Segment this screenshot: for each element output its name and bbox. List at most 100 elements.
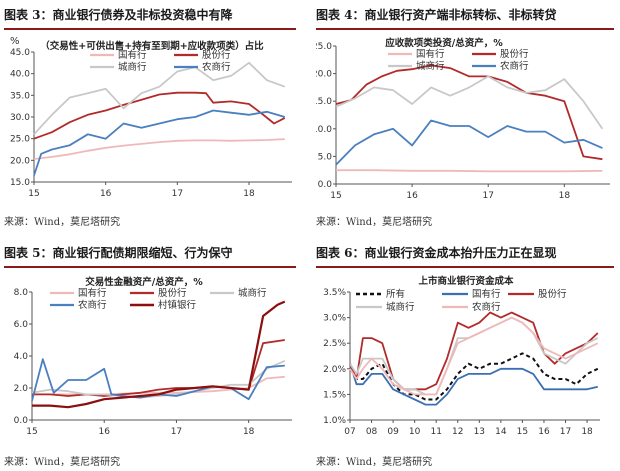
- x-tick-label: 16: [100, 189, 112, 199]
- chart-title: （交易性+可供出售+持有至到期+应收款项类）占比: [40, 40, 264, 52]
- legend-label-2: 城商行: [118, 61, 147, 73]
- chart-title: 应收款项类投资/总资产，%: [385, 37, 503, 49]
- figure-3-source: 来源：Wind，莫尼塔研究: [4, 217, 121, 228]
- chart-title: 交易性金融资产/总资产，%: [85, 276, 203, 288]
- figure-5-rule: [4, 266, 296, 268]
- y-tick-label: 20.0: [10, 156, 30, 166]
- y-tick-label: 0.0: [14, 416, 29, 426]
- y-tick-label: 10.0: [316, 125, 332, 135]
- legend-label-2: 城商行: [416, 60, 445, 72]
- y-tick-label: 6.0: [14, 320, 29, 330]
- figure-3-heading: 图表 3：商业银行债券及非标投资稳中有降: [4, 8, 233, 22]
- y-tick-label: 35.0: [10, 91, 30, 101]
- x-tick-label: 18: [581, 427, 593, 437]
- figure-4-heading: 图表 4：商业银行资产端非标转标、非标转贷: [316, 8, 557, 22]
- legend-label-0: 国有行: [78, 287, 107, 299]
- y-tick-label: 15.0: [316, 97, 332, 107]
- x-tick-label: 18: [559, 191, 571, 201]
- y-tick-label: 1.5%: [323, 390, 346, 400]
- series-line-1: [33, 91, 286, 140]
- series-line-4: [349, 316, 599, 396]
- y-axis-unit: %: [10, 36, 20, 47]
- legend-label-1: 股份行: [158, 287, 187, 299]
- y-tick-label: 30.0: [10, 113, 30, 123]
- legend-label-3: 农商行: [202, 61, 231, 73]
- x-tick-label: 15: [28, 189, 39, 199]
- series-line-1: [349, 363, 599, 406]
- series-line-2: [33, 61, 286, 135]
- x-tick-label: 11: [430, 427, 441, 437]
- x-tick-label: 17: [172, 189, 183, 199]
- figure-6-heading: 图表 6：商业银行资金成本抬升压力正在显现: [316, 246, 557, 260]
- y-tick-label: 40.0: [10, 70, 30, 80]
- figure-6-source: 来源：Wind，莫尼塔研究: [316, 457, 433, 468]
- y-tick-label: 4.0: [14, 352, 29, 362]
- chart-receivables-investment: 0.0 5.0 10.0 15.0 20.0 25.0 15 16 17 18 应收款项类投资/总资…: [316, 37, 610, 201]
- legend-label-2: 城商行: [238, 287, 267, 299]
- x-tick-label: 07: [344, 427, 355, 437]
- figure-5-source: 来源：Wind，莫尼塔研究: [4, 457, 121, 468]
- legend-label-0: 国有行: [416, 48, 445, 60]
- legend-label-1: 国有行: [472, 288, 501, 300]
- chart-bond-investment-share: 15.0 20.0 25.0 30.0 35.0 40.0 45.0 15 16 17 18% （交易…: [10, 36, 292, 199]
- y-tick-label: 2.0: [14, 384, 29, 394]
- legend-label-1: 股份行: [202, 49, 231, 61]
- chart-title: 上市商业银行资金成本: [418, 275, 514, 287]
- series-line-4: [32, 300, 286, 409]
- legend-label-4: 农商行: [472, 301, 501, 313]
- figure-3-rule: [4, 28, 296, 30]
- y-tick-label: 25.0: [10, 135, 30, 145]
- figure-4-source: 来源：Wind，莫尼塔研究: [316, 217, 433, 228]
- x-tick-label: 17: [560, 427, 571, 437]
- chart-funding-cost: 1.0% 1.5% 2.0% 2.5% 3.0% 3.5% 07 08 09 10 11 12 13 14…: [323, 275, 600, 437]
- series-line-1: [335, 64, 603, 161]
- y-tick-label: 2.0%: [323, 365, 346, 375]
- y-tick-label: 5.0: [318, 152, 333, 162]
- x-tick-label: 18: [243, 427, 255, 437]
- series-line-3: [31, 358, 285, 402]
- x-tick-label: 14: [495, 427, 507, 437]
- x-tick-label: 18: [243, 189, 255, 199]
- legend-label-3: 农商行: [78, 299, 107, 311]
- y-tick-label: 45.0: [10, 48, 30, 58]
- series-line-0: [33, 138, 285, 160]
- legend-label-0: 所有: [386, 288, 405, 300]
- series-line-3: [335, 119, 603, 166]
- x-tick-label: 15: [517, 427, 528, 437]
- x-tick-label: 17: [171, 427, 182, 437]
- chart-trading-assets: 0.0 2.0 4.0 6.0 8.0 15 16 17 18 交易性金融资产/总资产，%国有行 股…: [14, 276, 292, 437]
- legend-label-1: 股份行: [500, 48, 529, 60]
- legend-label-3: 农商行: [500, 60, 529, 72]
- figure-4-rule: [316, 28, 614, 30]
- series-line-0: [349, 352, 599, 401]
- x-tick-label: 09: [387, 427, 399, 437]
- x-tick-label: 15: [26, 427, 37, 437]
- y-tick-label: 0.0: [318, 180, 333, 190]
- series-line-2: [335, 75, 604, 130]
- x-tick-label: 10: [409, 427, 421, 437]
- x-tick-label: 13: [474, 427, 485, 437]
- y-tick-label: 3.5%: [323, 288, 346, 298]
- y-tick-label: 3.0%: [323, 314, 346, 324]
- x-tick-label: 12: [452, 427, 463, 437]
- figure-5-heading: 图表 5：商业银行配债期限缩短、行为保守: [4, 246, 233, 260]
- legend-label-0: 国有行: [118, 49, 147, 61]
- y-tick-label: 1.0%: [323, 416, 346, 426]
- x-tick-label: 08: [366, 427, 378, 437]
- series-line-3: [33, 109, 286, 176]
- figure-6-rule: [316, 266, 614, 268]
- y-tick-label: 25.0: [316, 42, 332, 52]
- legend-label-2: 股份行: [538, 288, 567, 300]
- x-tick-label: 15: [330, 191, 341, 201]
- series-line-2: [349, 311, 599, 391]
- y-tick-label: 8.0: [14, 288, 29, 298]
- legend-label-3: 城商行: [386, 301, 415, 313]
- x-tick-label: 16: [406, 191, 418, 201]
- series-line-2: [31, 359, 286, 399]
- series-line-0: [336, 169, 603, 173]
- y-tick-label: 2.5%: [323, 339, 346, 349]
- x-tick-label: 16: [538, 427, 550, 437]
- x-tick-label: 16: [98, 427, 110, 437]
- y-tick-label: 20.0: [316, 70, 332, 80]
- x-tick-label: 17: [482, 191, 493, 201]
